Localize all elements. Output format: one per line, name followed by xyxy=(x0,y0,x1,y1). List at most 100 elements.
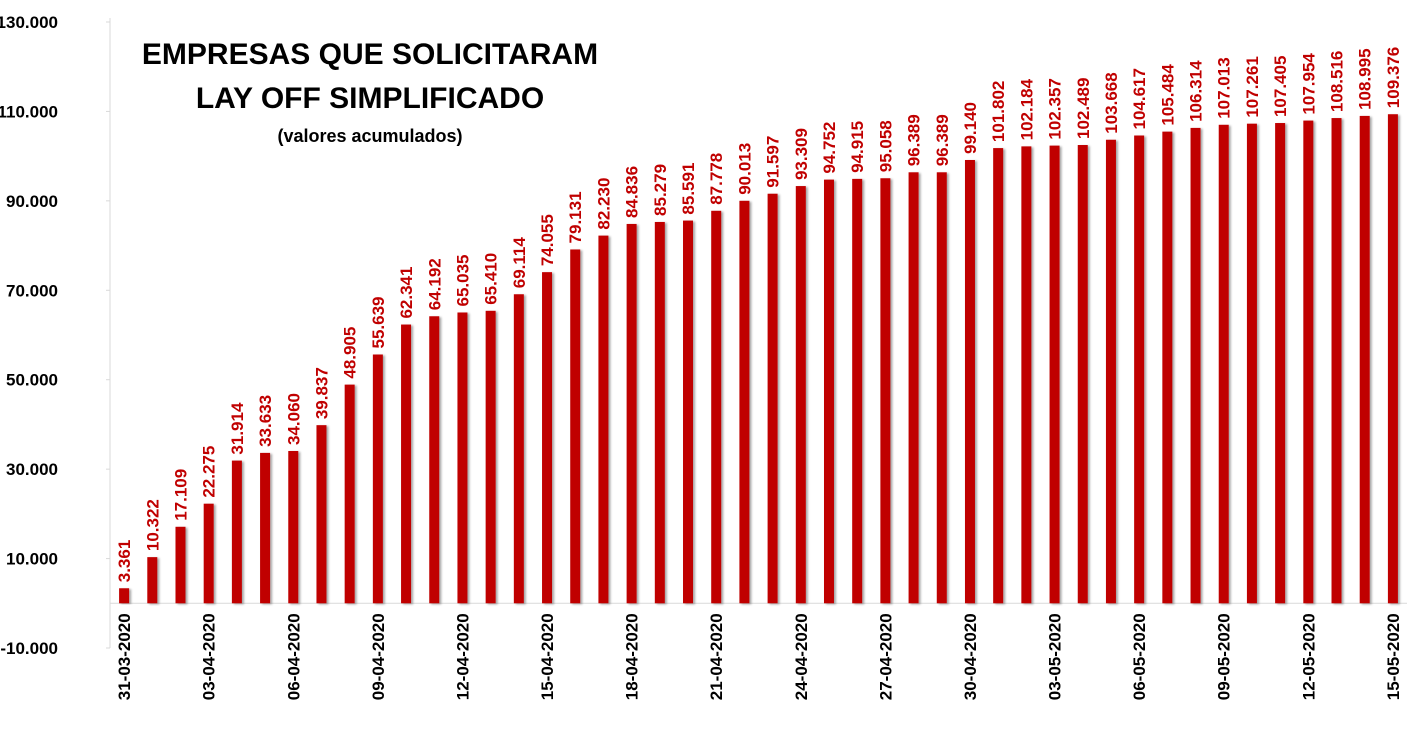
bar xyxy=(147,557,158,604)
bar xyxy=(1162,131,1173,604)
bar xyxy=(231,460,242,604)
x-tick-label: 18-04-2020 xyxy=(623,613,642,700)
data-label: 94.752 xyxy=(820,122,839,174)
bar xyxy=(739,200,750,604)
data-label: 108.995 xyxy=(1356,48,1375,109)
bar xyxy=(175,526,186,604)
data-label: 48.905 xyxy=(341,327,360,379)
bar xyxy=(908,172,919,604)
data-label: 10.322 xyxy=(143,499,162,551)
data-label: 39.837 xyxy=(312,367,331,419)
x-tick-label: 09-05-2020 xyxy=(1215,613,1234,700)
bar xyxy=(1246,123,1257,604)
bar xyxy=(767,193,778,604)
data-label: 90.013 xyxy=(735,143,754,195)
data-label: 79.131 xyxy=(566,191,585,243)
data-label: 108.516 xyxy=(1328,51,1347,112)
data-label: 69.114 xyxy=(510,237,529,289)
x-tick-label: 09-04-2020 xyxy=(369,613,388,700)
data-label: 106.314 xyxy=(1187,60,1206,122)
y-tick-label: 70.000 xyxy=(6,281,58,300)
bar xyxy=(260,452,271,604)
bar xyxy=(964,159,975,604)
bar xyxy=(203,503,214,604)
bar xyxy=(1021,146,1032,604)
data-label: 107.013 xyxy=(1215,57,1234,118)
data-label: 85.279 xyxy=(651,164,670,216)
data-label: 109.376 xyxy=(1384,47,1403,108)
bar xyxy=(795,186,806,604)
x-tick-label: 03-04-2020 xyxy=(200,613,219,700)
data-label: 17.109 xyxy=(171,469,190,521)
bar xyxy=(542,272,553,604)
bar xyxy=(654,221,665,604)
x-tick-label: 30-04-2020 xyxy=(961,613,980,700)
data-label: 85.591 xyxy=(679,163,698,215)
bar xyxy=(1303,120,1314,604)
data-label: 101.802 xyxy=(989,81,1008,142)
data-label: 91.597 xyxy=(764,136,783,188)
data-label: 74.055 xyxy=(538,214,557,266)
bar xyxy=(316,425,327,604)
data-label: 87.778 xyxy=(707,153,726,205)
bar xyxy=(936,172,947,604)
bar xyxy=(344,384,355,604)
data-label: 102.489 xyxy=(1074,78,1093,139)
data-label: 65.410 xyxy=(482,253,501,305)
data-label: 105.484 xyxy=(1158,64,1177,126)
data-label: 31.914 xyxy=(228,402,247,455)
data-label: 94.915 xyxy=(848,121,867,173)
bar xyxy=(401,324,412,604)
x-tick-label: 12-04-2020 xyxy=(453,613,472,700)
chart-title: LAY OFF SIMPLIFICADO xyxy=(196,82,544,115)
bar xyxy=(1049,145,1060,604)
bar xyxy=(457,312,468,604)
y-tick-label: 30.000 xyxy=(6,460,58,479)
bar xyxy=(119,588,130,604)
bar xyxy=(823,179,834,604)
data-label: 34.060 xyxy=(284,393,303,445)
data-label: 96.389 xyxy=(905,114,924,166)
bar xyxy=(880,178,891,604)
data-label: 22.275 xyxy=(200,446,219,498)
bar xyxy=(1077,145,1088,604)
data-label: 82.230 xyxy=(594,178,613,230)
x-tick-label: 31-03-2020 xyxy=(115,613,134,700)
data-label: 84.836 xyxy=(623,166,642,218)
bar xyxy=(626,223,637,604)
x-tick-label: 15-04-2020 xyxy=(538,613,557,700)
data-label: 65.035 xyxy=(453,254,472,306)
x-tick-label: 15-05-2020 xyxy=(1384,613,1403,700)
data-label: 102.357 xyxy=(1046,78,1065,139)
x-tick-label: 24-04-2020 xyxy=(792,613,811,700)
bar xyxy=(429,316,440,604)
x-tick-label: 21-04-2020 xyxy=(707,613,726,700)
data-label: 64.192 xyxy=(425,258,444,310)
bar xyxy=(288,450,299,604)
bar xyxy=(1134,135,1145,604)
bar xyxy=(1190,127,1201,604)
bar xyxy=(711,210,722,604)
chart-title: EMPRESAS QUE SOLICITARAM xyxy=(142,38,598,71)
data-label: 107.405 xyxy=(1271,56,1290,117)
data-label: 99.140 xyxy=(961,102,980,154)
bar xyxy=(683,220,694,604)
bar xyxy=(598,235,609,604)
bar xyxy=(1105,139,1116,604)
x-tick-label: 03-05-2020 xyxy=(1046,613,1065,700)
bar xyxy=(1218,124,1229,604)
x-tick-label: 06-05-2020 xyxy=(1130,613,1149,700)
bar xyxy=(372,354,383,604)
x-tick-label: 27-04-2020 xyxy=(876,613,895,700)
data-label: 104.617 xyxy=(1130,68,1149,129)
y-tick-label: -10.000 xyxy=(0,639,58,658)
y-tick-label: 50.000 xyxy=(6,371,58,390)
y-tick-label: 130.000 xyxy=(0,13,58,32)
bar xyxy=(485,310,496,604)
x-tick-label: 06-04-2020 xyxy=(284,613,303,700)
data-label: 102.184 xyxy=(1017,78,1036,140)
x-tick-label: 12-05-2020 xyxy=(1299,613,1318,700)
data-label: 33.633 xyxy=(256,395,275,447)
data-label: 103.668 xyxy=(1102,72,1121,133)
